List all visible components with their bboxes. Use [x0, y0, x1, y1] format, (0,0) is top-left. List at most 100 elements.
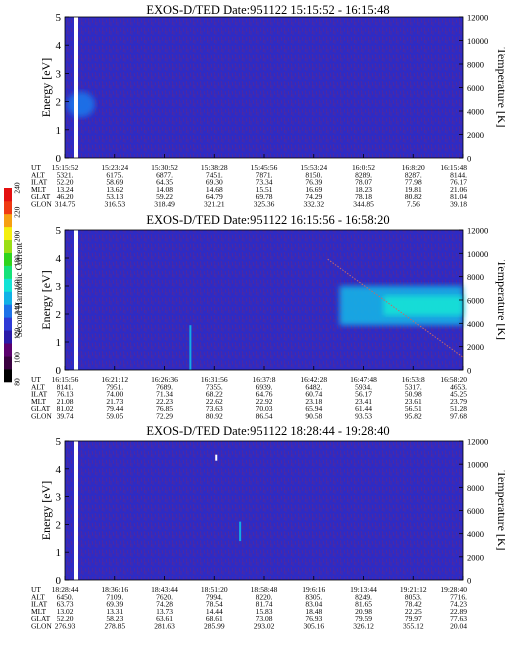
orbit-value: 6482. [305, 382, 322, 391]
orbit-value: 78.54 [206, 600, 223, 609]
orbit-value: 23.61 [405, 397, 422, 406]
orbit-value: 19.81 [405, 185, 422, 194]
orbit-value: 6877. [156, 170, 173, 179]
orbit-value: 81.04 [450, 192, 467, 201]
colorbar: 80 100 120 140 160 180 200 220 240 Second Harmon… [4, 182, 24, 386]
temperature-tick-label: 6000 [467, 506, 484, 516]
orbit-value: 4653. [450, 382, 467, 391]
energy-tick-label: 2 [56, 519, 62, 531]
orbit-value: 76.93 [305, 614, 322, 623]
orbit-row-label: UT [31, 375, 41, 384]
orbit-value: 13.24 [57, 185, 74, 194]
energy-tick-label: 5 [56, 436, 62, 448]
orbit-value: 15:15:52 [52, 163, 79, 172]
colorbar-cell [4, 226, 12, 241]
orbit-value: 39.74 [57, 412, 74, 421]
orbit-value: 59.22 [156, 192, 173, 201]
orbit-value: 86.54 [256, 412, 273, 421]
orbit-value: 21.73 [106, 397, 123, 406]
orbit-value: 63.61 [156, 614, 173, 623]
orbit-value: 7871. [256, 170, 273, 179]
orbit-value: 16:15:48 [440, 163, 467, 172]
orbit-value: 8150. [305, 170, 322, 179]
energy-tick-label: 1 [56, 337, 62, 349]
orbit-row-label: ILAT [31, 600, 48, 609]
temperature-tick-label: 4000 [467, 319, 484, 329]
orbit-value: 16:15:56 [52, 375, 79, 384]
orbit-value: 58.23 [106, 614, 123, 623]
orbit-value: 19:21:12 [400, 585, 427, 594]
orbit-value: 15:53:24 [300, 163, 327, 172]
heatmap-feature-core [383, 295, 463, 316]
energy-axis-label: Energy [eV] [39, 58, 53, 117]
orbit-value: 8053. [405, 592, 422, 601]
panels: EXOS-D/TED Date:951122 15:15:52 - 16:15:… [31, 3, 505, 631]
orbit-value: 63.73 [57, 600, 74, 609]
orbit-value: 81.02 [57, 404, 74, 413]
orbit-value: 74.29 [305, 192, 322, 201]
orbit-value: 8305. [305, 592, 322, 601]
orbit-value: 16:58:20 [440, 375, 467, 384]
orbit-value: 18.48 [305, 607, 322, 616]
energy-tick-label: 1 [56, 125, 62, 137]
orbit-value: 23.79 [450, 397, 467, 406]
orbit-value: 22.23 [156, 397, 173, 406]
orbit-value: 77.98 [405, 178, 422, 187]
energy-tick-label: 1 [56, 547, 62, 559]
data-gap [74, 17, 78, 158]
orbit-value: 78.42 [405, 600, 422, 609]
orbit-value: 77.63 [450, 614, 467, 623]
orbit-row-label: GLAT [31, 192, 51, 201]
orbit-row-label: ILAT [31, 390, 48, 399]
orbit-value: 5317. [405, 382, 422, 391]
colorbar-label: Second Harmonic Current [14, 242, 24, 337]
data-gap [74, 230, 78, 370]
colorbar-cells [4, 188, 12, 383]
orbit-value: 326.12 [353, 622, 374, 631]
panel-1: EXOS-D/TED Date:951122 15:15:52 - 16:15:… [31, 3, 505, 209]
orbit-value: 74.00 [106, 390, 123, 399]
orbit-value: 14.08 [156, 185, 173, 194]
temperature-tick-label: 10000 [467, 36, 488, 46]
temperature-tick-label: 0 [467, 154, 471, 164]
temperature-tick-label: 6000 [467, 83, 484, 93]
orbit-value: 52.20 [57, 178, 74, 187]
noise-texture [65, 17, 463, 158]
energy-tick-label: 2 [56, 309, 62, 321]
orbit-value: 68.61 [206, 614, 223, 623]
orbit-row-label: GLAT [31, 614, 51, 623]
temperature-tick-label: 2000 [467, 130, 484, 140]
orbit-value: 18:58:48 [251, 585, 278, 594]
temperature-tick-label: 4000 [467, 529, 484, 539]
orbit-value: 7.56 [407, 200, 420, 209]
orbit-value: 15.51 [256, 185, 273, 194]
orbit-value: 39.18 [450, 200, 467, 209]
orbit-value: 8141. [57, 382, 74, 391]
orbit-value: 58.69 [106, 178, 123, 187]
orbit-value: 16:21:12 [101, 375, 128, 384]
colorbar-cell [4, 188, 12, 202]
orbit-value: 20.98 [355, 607, 372, 616]
temperature-tick-label: 2000 [467, 342, 484, 352]
orbit-value: 7994. [206, 592, 223, 601]
energy-tick-label: 3 [56, 281, 62, 293]
orbit-value: 15:38:28 [201, 163, 228, 172]
orbit-value: 68.22 [206, 390, 223, 399]
energy-tick-label: 5 [56, 225, 62, 237]
orbit-value: 16:31:56 [201, 375, 228, 384]
orbit-row-label: MLT [31, 397, 47, 406]
orbit-value: 21.08 [57, 397, 74, 406]
orbit-value: 7620. [156, 592, 173, 601]
energy-tick-label: 5 [56, 12, 62, 24]
temperature-axis-label: Temperature [K] [495, 47, 505, 127]
orbit-value: 16:0:52 [352, 163, 375, 172]
energy-tick-label: 4 [56, 464, 62, 476]
orbit-row-label: GLON [31, 412, 52, 421]
orbit-value: 73.08 [256, 614, 273, 623]
orbit-value: 81.65 [355, 600, 372, 609]
orbit-value: 79.44 [106, 404, 123, 413]
orbit-value: 276.93 [55, 622, 76, 631]
orbit-value: 15:23:24 [101, 163, 128, 172]
orbit-value: 83.04 [305, 600, 322, 609]
